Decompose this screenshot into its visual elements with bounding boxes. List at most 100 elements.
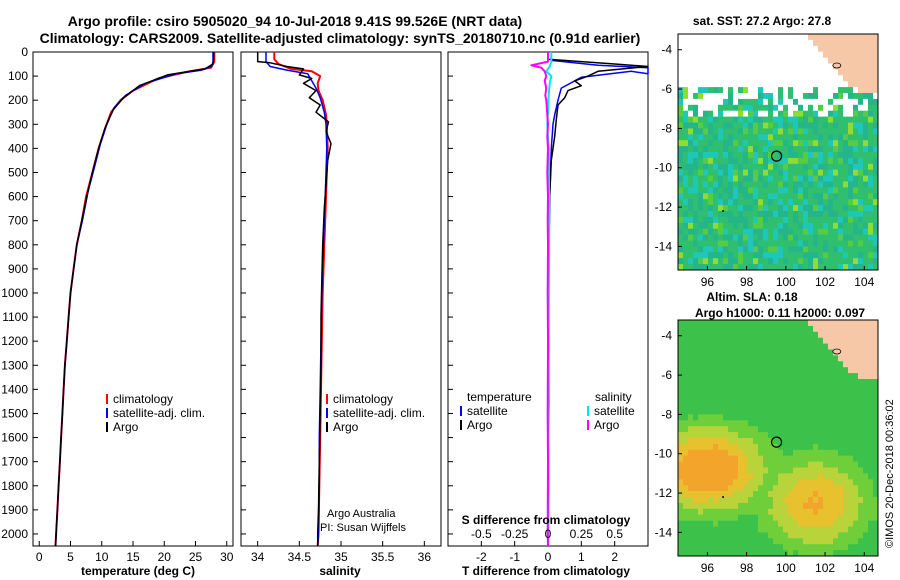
sst-map-cell [733,157,739,165]
sst-map-cell [858,122,864,129]
sst-map-cell [833,57,839,64]
x-tick-label: 35.5 [371,550,395,564]
sst-map-cell [698,39,704,47]
sla-map-cell [693,502,699,510]
sst-map-cell [738,246,744,253]
sst-map-cell [843,128,849,135]
sla-map-cell [808,485,814,492]
sst-map-cell [783,228,789,235]
sst-map-cell [778,258,784,265]
sst-map-cell [828,205,834,212]
sla-map-cell [763,532,769,539]
sst-map-cell [798,69,804,76]
sst-map-cell [828,264,834,271]
sst-map-cell [823,57,829,64]
sst-map-cell [753,81,759,88]
map-x-tick-label: 102 [815,561,835,575]
sst-map-cell [803,222,809,230]
sst-map-cell [708,63,714,70]
sla-map-cell [873,491,879,498]
sla-map-cell [843,526,849,533]
sla-map-cell [833,520,839,527]
sla-map-cell [768,396,774,403]
sst-map-cell [703,75,709,82]
sla-map-cell [693,508,699,516]
sst-map-cell [838,34,844,41]
sst-map-cell [758,63,764,70]
sst-map-cell [743,193,749,200]
sla-map-cell [738,384,744,392]
sla-map-cell [738,526,744,533]
sst-map-cell [768,181,774,188]
sst-map-cell [828,157,834,165]
sst-map-cell [873,187,879,194]
sla-map-cell [873,331,879,339]
sla-map-cell [728,355,734,362]
sla-map-cell [813,325,819,333]
sla-map-cell [823,491,829,498]
sla-map-cell [783,331,789,339]
sst-map-cell [848,234,854,241]
sst-map-cell [838,51,844,58]
sla-map-cell [813,337,819,344]
sst-map-cell [688,81,694,88]
sla-map-cell [783,544,789,551]
sst-map-cell [793,199,799,206]
sla-map-cell [713,355,719,362]
sst-map-cell [698,57,704,64]
sla-map-cell [693,438,699,445]
sla-map-cell [763,544,769,551]
sst-map-cell [683,110,689,117]
sla-map-cell [778,420,784,427]
sst-map-frame [677,33,879,271]
sst-map-cell [758,87,764,94]
legend-title-temperature: temperature [467,390,532,404]
sla-map-cell [703,402,709,409]
sst-map-cell [743,104,749,112]
y-tick-label: 1800 [1,479,28,493]
sla-map-cell [863,443,869,451]
sst-map-cell [858,63,864,70]
sst-map-cell [698,216,704,224]
sla-map-cell [678,355,684,362]
sst-map-cell [813,199,819,206]
sst-map-cell [818,140,824,147]
sst-map-cell [743,146,749,153]
sla-map-cell [723,544,729,551]
sst-map-cell [843,116,849,123]
sla-map-cell [758,331,764,339]
sla-map-cell [853,467,859,474]
sst-map-cell [838,104,844,112]
sla-map-cell [868,449,874,457]
sla-map-cell [863,331,869,339]
sla-map-cell [818,320,824,327]
sla-map-cell [738,532,744,539]
sla-map-cell [773,538,779,545]
sst-map-cell [843,63,849,70]
sla-map-cell [718,337,724,344]
sst-map-cell [723,193,729,200]
sst-map-cell [848,193,854,200]
sla-map-cell [748,408,754,415]
sla-map-cell [828,390,834,398]
sla-map-cell [838,485,844,492]
sla-map-cell [723,420,729,427]
sla-map-cell [683,379,689,386]
sst-map-cell [853,258,859,265]
sst-map-cell [843,211,849,218]
sla-map-cell [748,497,754,504]
sst-map-cell [763,146,769,153]
sst-map-cell [703,110,709,117]
sla-map-cell [783,514,789,521]
sst-map-cell [858,39,864,47]
sla-map-cell [873,355,879,362]
sla-map-cell [733,320,739,327]
sla-map-cell [748,550,754,557]
sst-map-cell [848,75,854,82]
sst-map-cell [713,258,719,265]
sst-map-cell [798,258,804,265]
sla-map-cell [718,396,724,403]
sst-map-cell [723,39,729,47]
sla-map-cell [803,443,809,451]
temperature-xlabel: temperature (deg C) [81,564,195,578]
